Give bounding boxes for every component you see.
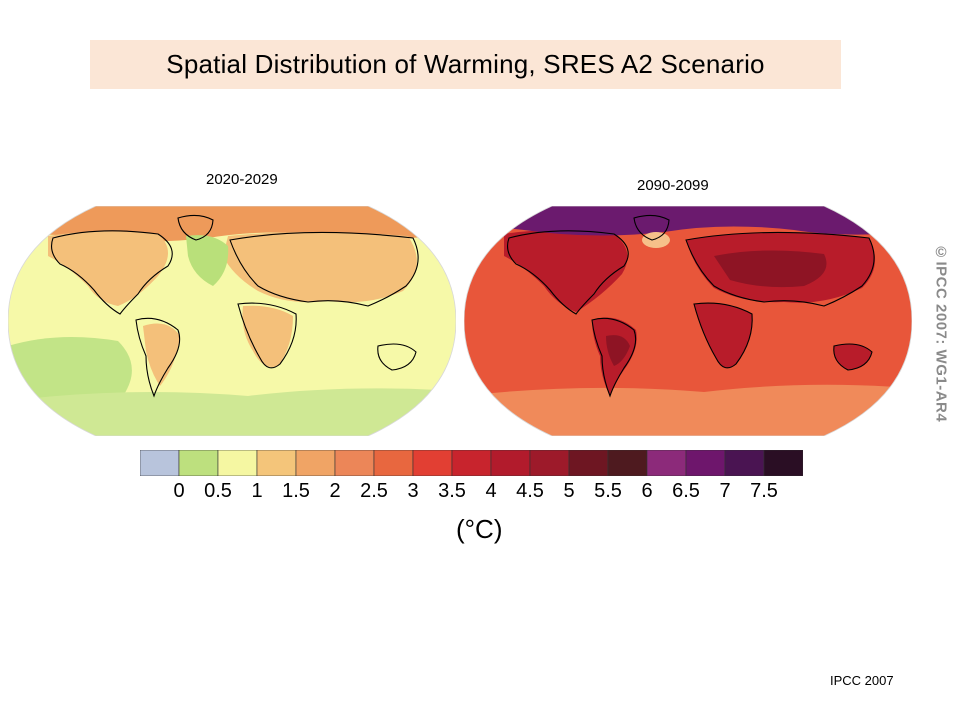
legend-swatch	[178, 450, 219, 476]
legend-tick-label: 6	[641, 480, 653, 502]
legend-tick-label: 3	[407, 480, 419, 502]
southern-ocean-mild-region	[464, 384, 912, 436]
copyright-vertical: ©IPCC 2007: WG1-AR4	[932, 243, 950, 423]
legend-tick-label: 0.5	[204, 480, 232, 502]
legend-swatch	[334, 450, 375, 476]
legend-swatch	[724, 450, 765, 476]
legend-tick-label: 1	[251, 480, 263, 502]
legend-tick-label: 1.5	[282, 480, 310, 502]
legend-swatch	[607, 450, 648, 476]
land-hot-na	[504, 230, 628, 312]
legend-swatch	[256, 450, 297, 476]
legend-tick-label: 6.5	[672, 480, 700, 502]
legend-tick-label: 5	[563, 480, 575, 502]
legend-tick-label: 2	[329, 480, 341, 502]
legend-tick-label: 0	[173, 480, 185, 502]
land-warm-sa	[143, 323, 180, 386]
legend-swatch	[763, 450, 803, 476]
warming-map-2090-2099	[464, 206, 912, 436]
legend-tick-label: 7	[719, 480, 731, 502]
legend-swatch	[529, 450, 570, 476]
land-warm-na	[48, 231, 168, 306]
warming-map-2020-2029	[8, 206, 456, 436]
legend-swatch	[373, 450, 414, 476]
legend-swatch	[295, 450, 336, 476]
legend-swatch	[685, 450, 726, 476]
interior-hot-asia	[714, 250, 827, 288]
land-warm-africa	[242, 305, 293, 367]
units-label: (°C)	[456, 514, 503, 544]
north-atlantic-cool-region	[186, 235, 229, 286]
legend-tick-label: 2.5	[360, 480, 388, 502]
south-pacific-cool-region	[8, 337, 132, 401]
legend-swatch	[451, 450, 492, 476]
legend-swatch	[140, 450, 180, 476]
source-credit: IPCC 2007	[830, 673, 894, 688]
legend-tick-label: 7.5	[750, 480, 778, 502]
southern-ocean-cool-region	[8, 388, 456, 436]
page-title: Spatial Distribution of Warming, SRES A2…	[166, 49, 765, 79]
color-scale-ticks: 0 0.5 1 1.5 2 2.5 3 3.5 4 4.5 5 5.5 6 6.5 7 7.5	[140, 480, 803, 508]
title-banner: Spatial Distribution of Warming, SRES A2…	[90, 40, 841, 89]
temperature-color-scale	[140, 450, 803, 476]
map-label-2090: 2090-2099	[637, 177, 709, 194]
legend-swatch	[568, 450, 609, 476]
arctic-extreme-region	[464, 206, 912, 236]
legend-tick-label: 3.5	[438, 480, 466, 502]
legend-swatch	[490, 450, 531, 476]
map-label-2020: 2020-2029	[206, 171, 278, 188]
legend-swatch	[412, 450, 453, 476]
coastlines	[507, 214, 875, 398]
legend-tick-label: 4	[485, 480, 497, 502]
land-hot-australia	[833, 344, 872, 370]
interior-hot-amazon	[606, 335, 630, 366]
north-atlantic-mild-region	[642, 232, 670, 248]
legend-swatch	[646, 450, 687, 476]
legend-tick-label: 5.5	[594, 480, 622, 502]
legend-tick-label: 4.5	[516, 480, 544, 502]
coastlines	[51, 214, 419, 398]
land-warm-eurasia	[223, 232, 417, 303]
legend-swatch	[217, 450, 258, 476]
land-hot-africa	[694, 303, 753, 368]
